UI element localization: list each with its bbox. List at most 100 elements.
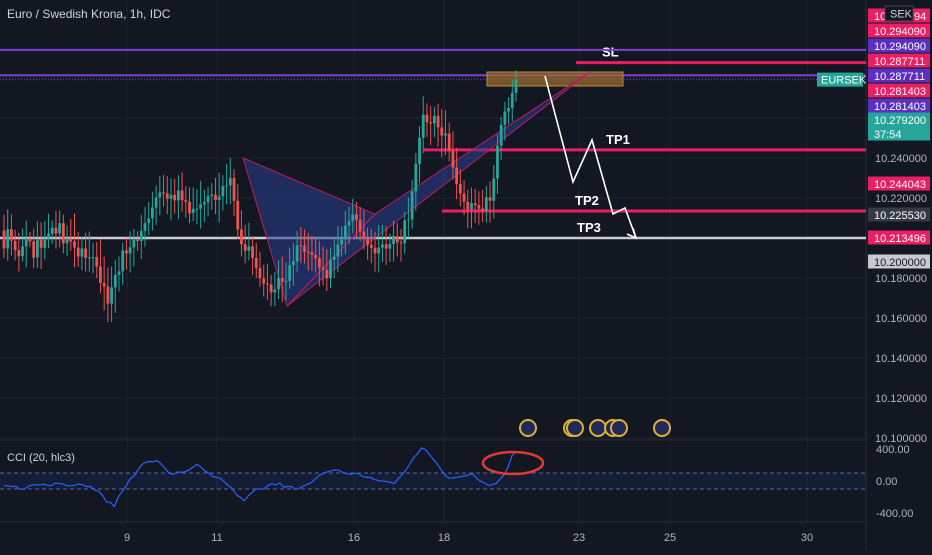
price-tick-label: 10.240000	[875, 153, 927, 165]
candle-body	[355, 214, 358, 220]
price-axis-label-text: 10.294090	[874, 41, 926, 53]
candle-body	[266, 283, 269, 285]
earnings-icon	[566, 419, 584, 437]
candle-body	[43, 238, 47, 248]
candle-body	[466, 201, 470, 210]
price-tick-label: 10.160000	[875, 313, 927, 325]
candle-body	[299, 245, 303, 247]
grid	[0, 0, 867, 550]
candle-body	[21, 246, 24, 257]
candle-body	[199, 204, 203, 209]
candle-body	[392, 236, 395, 244]
candle-body	[458, 184, 462, 194]
candle-body	[17, 250, 21, 257]
price-tick-label: 10.140000	[875, 353, 927, 365]
price-axis-label	[912, 8, 930, 23]
candle-body	[455, 167, 459, 185]
candle-body	[243, 244, 247, 251]
candle-body	[484, 197, 488, 211]
candle-body	[254, 258, 258, 268]
candle-body	[499, 124, 503, 146]
level-label: SL	[602, 45, 619, 60]
candle-body	[24, 238, 28, 247]
time-tick-label: 25	[664, 532, 676, 544]
price-axis-label	[868, 126, 930, 141]
candle-body	[384, 244, 388, 249]
price-axis-label-text: 10.213496	[874, 233, 926, 245]
candle-body	[76, 247, 80, 257]
time-axis: 9 11 16 18 23 25 30	[124, 532, 813, 544]
candle-body	[373, 247, 377, 254]
candle-body	[69, 238, 73, 242]
candle-body	[13, 240, 17, 250]
candle-body	[102, 283, 106, 287]
candle-body	[381, 244, 384, 248]
candle-body	[50, 227, 54, 234]
candle-body	[195, 208, 199, 210]
candle-body	[39, 239, 43, 248]
candle-body	[418, 137, 421, 164]
candle-body	[73, 241, 76, 248]
candle-body	[284, 280, 288, 282]
price-tick-label: 10.180000	[875, 273, 927, 285]
candle-body	[280, 278, 284, 282]
candle-body	[162, 192, 165, 194]
candle-body	[6, 229, 10, 249]
price-axis-label	[868, 68, 930, 83]
candle-body	[507, 108, 510, 112]
candle-body	[10, 229, 13, 241]
candle-body	[132, 239, 136, 248]
candle-body	[295, 245, 299, 262]
projection-path	[544, 75, 638, 240]
cci-tick-label: 0.00	[876, 476, 897, 488]
price-axis-label	[868, 112, 930, 127]
candle-body	[80, 248, 84, 257]
candle-body	[251, 246, 254, 258]
level-label: TP3	[577, 220, 601, 235]
candle-body	[288, 265, 292, 281]
candle-body	[110, 287, 113, 304]
price-axis-label-text: 10.287711	[874, 56, 925, 68]
candle-body	[473, 203, 477, 206]
cci-title: CCI (20, hlc3)	[7, 452, 75, 464]
candle-body	[303, 245, 306, 252]
candle-body	[113, 275, 117, 288]
candle-body	[173, 194, 177, 201]
candle-body	[232, 178, 236, 201]
time-tick-label: 30	[801, 532, 813, 544]
level-label: TP1	[606, 132, 630, 147]
candle-body	[310, 252, 314, 255]
earnings-icon	[653, 419, 671, 437]
candle-body	[332, 256, 336, 260]
candle-body	[106, 286, 110, 304]
candle-body	[514, 79, 518, 93]
projection-arrowhead	[626, 227, 638, 240]
candle-body	[481, 208, 485, 211]
candle-body	[210, 194, 214, 197]
candle-body	[65, 238, 69, 244]
price-axis-label-text: 37:54	[874, 129, 902, 141]
time-tick-label: 11	[211, 532, 222, 544]
candle-body	[225, 185, 229, 187]
candle-body	[47, 233, 50, 239]
candle-body	[180, 190, 184, 201]
candle-body	[28, 238, 32, 242]
candle-body	[269, 284, 273, 293]
candle-body	[136, 239, 139, 241]
candle-body	[32, 241, 36, 258]
price-axis-label-text: 10.200000	[874, 257, 926, 269]
time-tick-label: 23	[573, 532, 585, 544]
price-axis-label-text: 10.281403	[874, 86, 926, 98]
candle-body	[403, 220, 407, 244]
time-tick-label: 16	[348, 532, 360, 544]
candle-body	[54, 227, 58, 234]
candle-body	[432, 115, 436, 124]
currency-badge	[884, 5, 914, 22]
price-axis-label	[868, 38, 930, 53]
candle-body	[470, 203, 473, 210]
price-axis-label	[868, 23, 930, 38]
candle-body	[462, 193, 466, 202]
candle-body	[399, 242, 403, 244]
